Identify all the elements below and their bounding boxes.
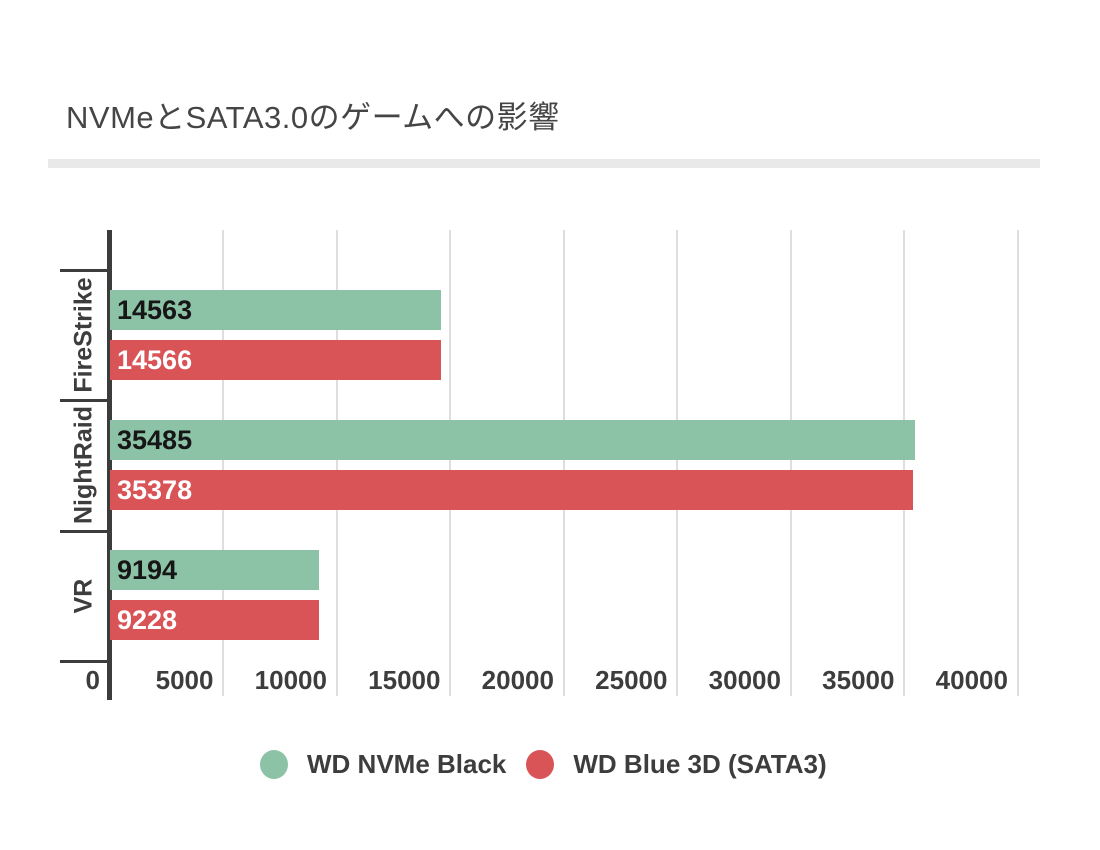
bars-layer: 14563 14566 35485 35378 9194 9228: [110, 230, 1035, 661]
bar-firestrike-series-1: 14563: [110, 290, 441, 330]
x-axis-tick-row: 0 5000 10000 15000 20000 25000 30000 35000 40000: [86, 662, 1035, 698]
bar-nightraid-series-1: 35485: [110, 420, 916, 460]
legend-swatch-circle-icon: [526, 750, 555, 779]
category-label-firestrike: FireStrike: [69, 277, 98, 393]
legend-label: WD NVMe Black: [307, 749, 507, 779]
category-boundary-tick: [60, 660, 110, 663]
bar-value-label: 35485: [117, 425, 193, 455]
category-label-vr: VR: [69, 578, 98, 614]
bar-value-label: 9228: [117, 605, 178, 635]
category-boundary-tick: [60, 269, 110, 272]
gridline: [1016, 230, 1019, 696]
gridline: [562, 230, 565, 696]
bar-vr-series-2: 9228: [110, 600, 320, 640]
legend-swatch-circle-icon: [260, 750, 288, 779]
x-tick-label-10000: 10000: [254, 665, 327, 695]
gridline-layer: [110, 230, 1035, 696]
x-tick-label-0: 0: [85, 665, 100, 695]
chart-title: NVMeとSATA3.0のゲームへの影響: [66, 100, 560, 135]
category-boundary-tick: [60, 530, 110, 533]
x-tick-label-15000: 15000: [368, 665, 441, 695]
bar-value-label: 14563: [117, 295, 193, 325]
title-divider: [48, 159, 1040, 168]
gridline: [789, 230, 792, 696]
bar-nightraid-series-2: 35378: [110, 470, 914, 510]
legend-item-1: WD NVMe Black: [260, 749, 506, 780]
legend: WD NVMe Black WD Blue 3D (SATA3): [260, 749, 827, 780]
bar-value-label: 35378: [117, 475, 193, 505]
gridline: [222, 230, 225, 696]
bar-firestrike-series-2: 14566: [110, 340, 441, 380]
legend-label: WD Blue 3D (SATA3): [573, 749, 827, 779]
bar-vr-series-1: 9194: [110, 550, 319, 590]
bar-value-label: 9194: [117, 555, 178, 585]
y-axis-line: [107, 230, 112, 700]
gridline: [449, 230, 452, 696]
legend-item-2: WD Blue 3D (SATA3): [526, 749, 827, 780]
x-tick-label-30000: 30000: [708, 665, 781, 695]
gridline: [903, 230, 906, 696]
gridline: [335, 230, 338, 696]
x-tick-label-20000: 20000: [481, 665, 554, 695]
x-tick-label-40000: 40000: [935, 665, 1008, 695]
x-tick-label-5000: 5000: [155, 665, 214, 695]
gridline: [676, 230, 679, 696]
x-tick-label-35000: 35000: [822, 665, 895, 695]
category-label-nightraid: NightRaid: [69, 405, 98, 525]
x-tick-label-25000: 25000: [595, 665, 668, 695]
bar-value-label: 14566: [117, 345, 193, 375]
category-boundary-tick: [60, 399, 110, 402]
